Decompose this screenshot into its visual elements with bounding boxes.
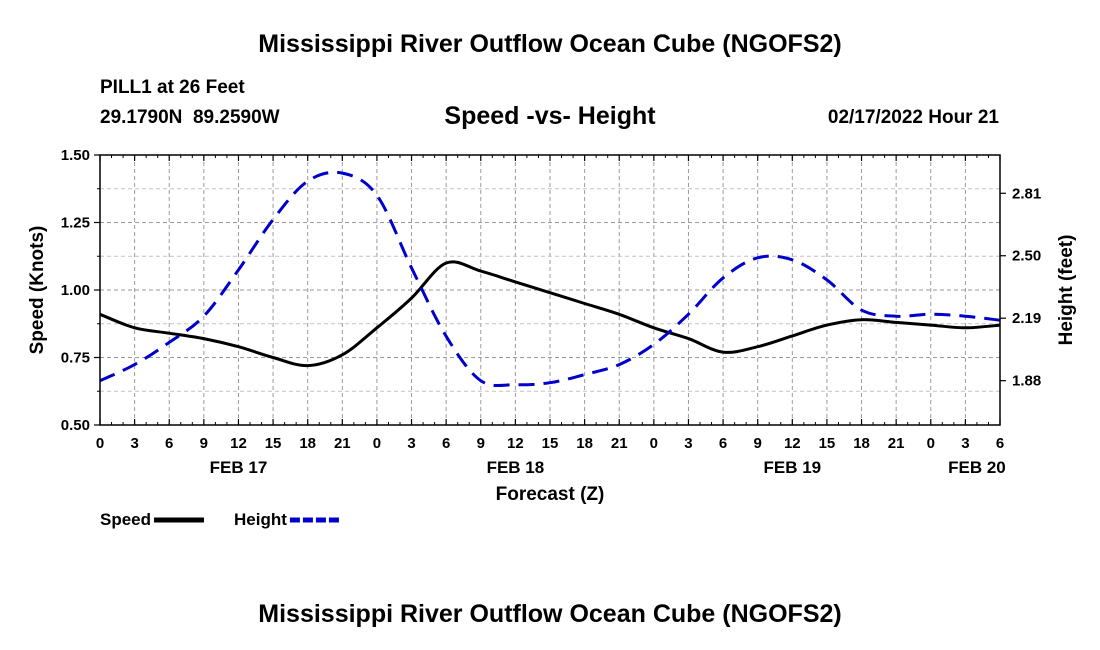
legend-label-speed: Speed (100, 510, 151, 529)
y-axis-left-label: Speed (Knots) (27, 226, 48, 355)
x-tick-label: 9 (477, 435, 485, 452)
station-coords: 29.1790N 89.2590W (100, 107, 280, 128)
date-label: FEB 18 (487, 458, 545, 477)
x-tick-label: 9 (754, 435, 762, 452)
x-tick-label: 3 (130, 435, 138, 452)
x-axis-label: Forecast (Z) (496, 484, 605, 505)
y-left-tick-label: 0.50 (61, 417, 90, 434)
x-tick-label: 15 (819, 435, 836, 452)
station-label: PILL1 at 26 Feet (100, 77, 245, 98)
chart-subtitle: Speed -vs- Height (444, 102, 656, 130)
y-left-tick-label: 0.75 (61, 350, 90, 367)
date-label: FEB 20 (948, 458, 1006, 477)
forecast-datetime: 02/17/2022 Hour 21 (827, 107, 999, 128)
x-tick-label: 12 (784, 435, 801, 452)
x-tick-label: 3 (961, 435, 969, 452)
x-tick-label: 15 (265, 435, 282, 452)
legend: Speed Height (100, 510, 340, 529)
x-tick-label: 21 (888, 435, 905, 452)
x-tick-label: 3 (684, 435, 692, 452)
x-tick-label: 18 (299, 435, 316, 452)
y-left-tick-label: 1.25 (61, 215, 90, 232)
x-tick-label: 21 (334, 435, 351, 452)
grid (100, 155, 1000, 425)
legend-label-height: Height (234, 510, 287, 529)
y-right-tick-label: 1.88 (1012, 373, 1041, 390)
x-tick-label: 12 (230, 435, 247, 452)
height-series-line (99, 170, 1001, 388)
y-right-tick-label: 2.81 (1012, 185, 1041, 202)
date-label: FEB 17 (210, 458, 268, 477)
x-tick-label: 6 (719, 435, 727, 452)
x-tick-label: 0 (373, 435, 381, 452)
x-tick-label: 18 (576, 435, 593, 452)
x-tick-label: 12 (507, 435, 524, 452)
x-tick-label: 6 (996, 435, 1004, 452)
y-axis-right-label: Height (feet) (1056, 235, 1077, 346)
x-tick-label: 0 (650, 435, 658, 452)
y-left-tick-label: 1.50 (61, 147, 90, 164)
chart-title: Mississippi River Outflow Ocean Cube (NG… (258, 30, 842, 58)
x-tick-label: 21 (611, 435, 628, 452)
footer-title: Mississippi River Outflow Ocean Cube (NG… (258, 600, 842, 628)
x-tick-label: 3 (407, 435, 415, 452)
y-right-tick-label: 2.19 (1012, 310, 1041, 327)
x-tick-label: 15 (542, 435, 559, 452)
speed-series-line (99, 260, 1001, 368)
axes: 0 3 6 9 12 15 18 21 0 3 6 9 12 15 18 21 0 3 6 9 12 15 18 21 0 3 6 F… (61, 147, 1041, 477)
x-tick-label: 9 (200, 435, 208, 452)
y-left-tick-label: 1.00 (61, 282, 90, 299)
series-layer (99, 170, 1001, 388)
x-tick-label: 0 (927, 435, 935, 452)
x-tick-label: 18 (853, 435, 870, 452)
x-tick-label: 6 (165, 435, 173, 452)
x-tick-label: 6 (442, 435, 450, 452)
y-right-tick-label: 2.50 (1012, 248, 1041, 265)
date-label: FEB 19 (763, 458, 821, 477)
x-tick-label: 0 (96, 435, 104, 452)
